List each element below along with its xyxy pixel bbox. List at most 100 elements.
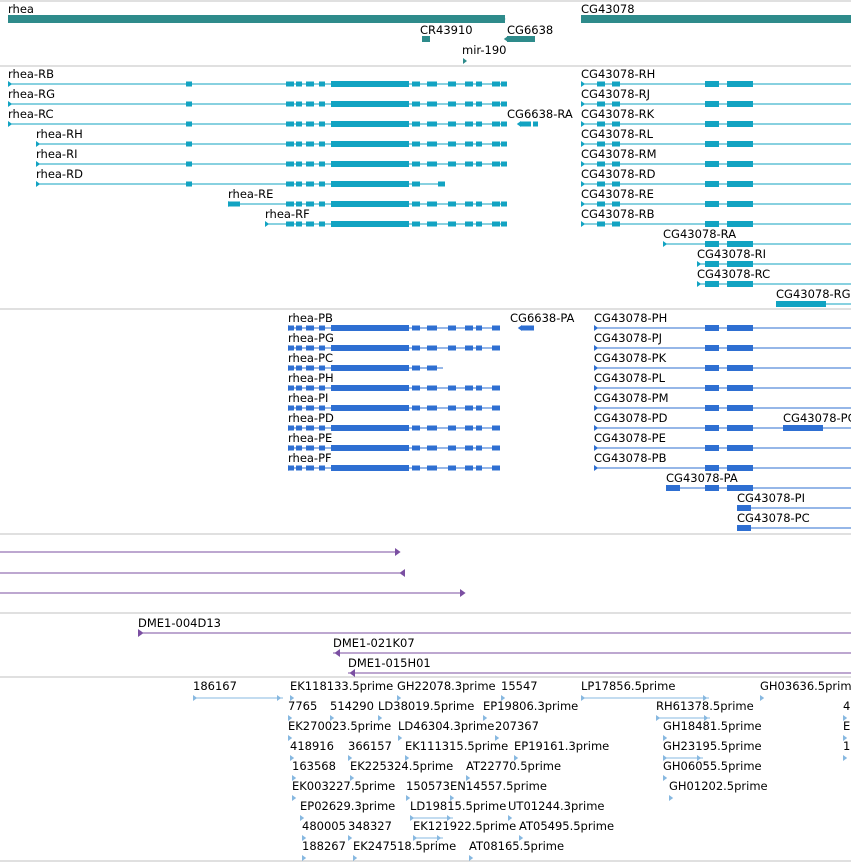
protein-label[interactable]: CG43078-PB xyxy=(594,451,667,465)
protein-label[interactable]: rhea-PB xyxy=(288,311,333,325)
est-label[interactable]: 188267 xyxy=(302,839,346,853)
gene-label[interactable]: rhea xyxy=(8,2,34,16)
protein-label[interactable]: rhea-PD xyxy=(288,411,334,425)
est-label[interactable]: 15547 xyxy=(501,679,538,693)
transcript-label[interactable]: CG43078-RK xyxy=(581,107,655,121)
strand-arrow-right xyxy=(292,775,297,781)
transcript-label[interactable]: CG43078-RC xyxy=(697,267,770,281)
est-label[interactable]: 150573 xyxy=(406,779,450,793)
clone-label[interactable]: DME1-021K07 xyxy=(333,636,415,650)
est-label[interactable]: E xyxy=(843,719,850,733)
strand-arrow-right xyxy=(290,695,295,701)
protein-label[interactable]: rhea-PC xyxy=(288,351,333,365)
exon-block xyxy=(476,385,482,391)
est-label[interactable]: EK225324.5prime xyxy=(350,759,453,773)
protein-label[interactable]: CG43078-PK xyxy=(594,351,667,365)
est-label[interactable]: EK118133.5prime xyxy=(290,679,393,693)
est-label[interactable]: GH18481.5prime xyxy=(663,719,762,733)
protein-label[interactable]: CG43078-PL xyxy=(594,371,666,385)
transcript-label[interactable]: CG43078-RA xyxy=(663,227,736,241)
est-label[interactable]: 207367 xyxy=(495,719,539,733)
clone-label[interactable]: DME1-015H01 xyxy=(348,656,431,670)
transcript-label[interactable]: CG43078-RL xyxy=(581,127,654,141)
gene-label[interactable]: CR43910 xyxy=(420,23,473,37)
est-label[interactable]: LD38019.5prime xyxy=(378,699,474,713)
protein-label[interactable]: CG43078-PH xyxy=(594,311,667,325)
est-label[interactable]: 418916 xyxy=(290,739,334,753)
protein-label[interactable]: CG6638-PA xyxy=(510,311,575,325)
est-label[interactable]: AT05495.5prime xyxy=(519,819,614,833)
protein-label[interactable]: CG43078-PE xyxy=(594,431,666,445)
clone-label[interactable]: DME1-004D13 xyxy=(138,616,221,630)
transcript-label[interactable]: CG43078-RM xyxy=(581,147,657,161)
est-label[interactable]: AT08165.5prime xyxy=(469,839,564,853)
est-label[interactable]: EK111315.5prime xyxy=(405,739,508,753)
est-label[interactable]: RH61378.5prime xyxy=(656,699,754,713)
gene-label[interactable]: mir-190 xyxy=(462,43,507,57)
est-label[interactable]: 514290 xyxy=(330,699,374,713)
protein-label[interactable]: rhea-PH xyxy=(288,371,334,385)
est-label[interactable]: GH06055.5prime xyxy=(663,759,762,773)
protein-label[interactable]: rhea-PG xyxy=(288,331,334,345)
exon-block xyxy=(465,325,473,331)
protein-label[interactable]: CG43078-PM xyxy=(594,391,669,405)
est-label[interactable]: AT22770.5prime xyxy=(466,759,561,773)
transcript-label[interactable]: rhea-RG xyxy=(8,87,55,101)
est-label[interactable]: 7765 xyxy=(288,699,317,713)
transcript-label[interactable]: CG43078-RJ xyxy=(581,87,650,101)
est-label[interactable]: EP19806.3prime xyxy=(483,699,578,713)
transcript-label[interactable]: rhea-RC xyxy=(8,107,54,121)
transcript-label[interactable]: rhea-RE xyxy=(228,187,273,201)
protein-label[interactable]: rhea-PE xyxy=(288,431,332,445)
transcript-label[interactable]: CG43078-RB xyxy=(581,207,655,221)
transcript-label[interactable]: rhea-RD xyxy=(36,167,83,181)
transcript-label[interactable]: rhea-RF xyxy=(265,207,310,221)
protein-label[interactable]: rhea-PF xyxy=(288,451,332,465)
est-label[interactable]: EP19161.3prime xyxy=(514,739,609,753)
est-label[interactable]: EN14557.5prime xyxy=(450,779,547,793)
exon-block xyxy=(727,485,753,491)
est-label[interactable]: EK270023.5prime xyxy=(288,719,391,733)
est-label[interactable]: GH01202.5prime xyxy=(669,779,768,793)
est-label[interactable]: 366157 xyxy=(348,739,392,753)
est-label[interactable]: EK121922.5prime xyxy=(413,819,516,833)
strand-arrow-right xyxy=(469,855,474,861)
est-label[interactable]: GH03636.5prime xyxy=(760,679,851,693)
protein-label[interactable]: CG43078-PD xyxy=(594,411,668,425)
est-label[interactable]: 480005 xyxy=(302,819,346,833)
est-label[interactable]: 4 xyxy=(843,699,850,713)
transcript-label[interactable]: CG43078-RH xyxy=(581,67,655,81)
est-label[interactable]: GH23195.5prime xyxy=(663,739,762,753)
est-label[interactable]: 1 xyxy=(843,739,850,753)
protein-label[interactable]: CG43078-PC xyxy=(737,511,810,525)
est-label[interactable]: LP17856.5prime xyxy=(581,679,675,693)
transcript-label[interactable]: rhea-RI xyxy=(36,147,77,161)
transcript-label[interactable]: CG43078-RD xyxy=(581,167,656,181)
transcript-label[interactable]: CG43078-RI xyxy=(697,247,766,261)
est-label[interactable]: 163568 xyxy=(292,759,336,773)
est-label[interactable]: EK247518.5prime xyxy=(353,839,456,853)
est-label[interactable]: 186167 xyxy=(193,679,237,693)
est-label[interactable]: LD46304.3prime xyxy=(398,719,494,733)
est-label[interactable]: GH22078.3prime xyxy=(397,679,496,693)
transcript-label[interactable]: rhea-RH xyxy=(36,127,83,141)
est-label[interactable]: UT01244.3prime xyxy=(508,799,605,813)
strand-arrow-right xyxy=(501,695,506,701)
est-label[interactable]: EP02629.3prime xyxy=(300,799,395,813)
protein-label[interactable]: rhea-PI xyxy=(288,391,328,405)
est-label[interactable]: EK003227.5prime xyxy=(292,779,395,793)
transcript-label[interactable]: rhea-RB xyxy=(8,67,54,81)
transcript-label[interactable]: CG43078-RG xyxy=(776,287,851,301)
protein-label[interactable]: CG43078-PI xyxy=(737,491,805,505)
est-label[interactable]: 348327 xyxy=(348,819,392,833)
protein-label[interactable]: CG43078-PA xyxy=(666,471,738,485)
gene-label[interactable]: CG6638 xyxy=(507,23,553,37)
est-label[interactable]: LD19815.5prime xyxy=(410,799,506,813)
protein-label[interactable]: CG43078-PJ xyxy=(594,331,662,345)
protein-label[interactable]: CG43078-PG xyxy=(783,411,851,425)
transcript-label[interactable]: CG43078-RE xyxy=(581,187,654,201)
transcript-label[interactable]: CG6638-RA xyxy=(507,107,573,121)
exon-block xyxy=(296,465,302,471)
gene-label[interactable]: CG43078 xyxy=(581,2,635,16)
